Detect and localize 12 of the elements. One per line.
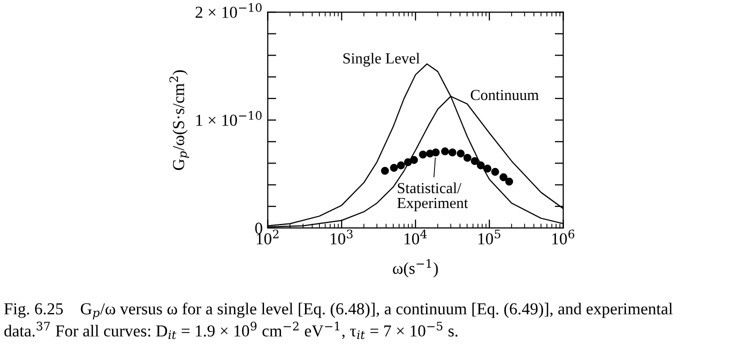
x-tick-label: 10$^{5}$ <box>478 230 500 244</box>
x-tick-label: 10$^{3}$ <box>330 230 353 244</box>
annotation: Continuum <box>470 90 539 100</box>
text: Fig. 6.25 G$_{p}$/ω versus ω for a single level [Eq. (6.48)], a continuum [Eq. (6.49)], and experimental data.$^{37}$ For all curves: D$_{it}$ = 1.9 × 10$^{9}$ cm$^{−2}$ eV$^{−1}$, τ$_{it}$ = 7 × 10$^{−5}$ s. <box>4 302 673 340</box>
annotation: Statistical/ Experiment <box>397 182 468 212</box>
x-tick-label: 10$^{6}$ <box>552 230 574 244</box>
x-axis-title: ω(s$^{−1}$) <box>392 259 438 278</box>
y-axis-title: G$_{p}$/ω(S·s/cm$^{2}$) <box>169 70 190 170</box>
x-tick-label: 10$^{4}$ <box>404 230 427 244</box>
y-tick-label: 1 × 10$^{−10}$ <box>196 111 262 126</box>
y-tick-label: 2 × 10$^{−10}$ <box>196 3 262 18</box>
annotation: Single Level <box>343 52 420 67</box>
